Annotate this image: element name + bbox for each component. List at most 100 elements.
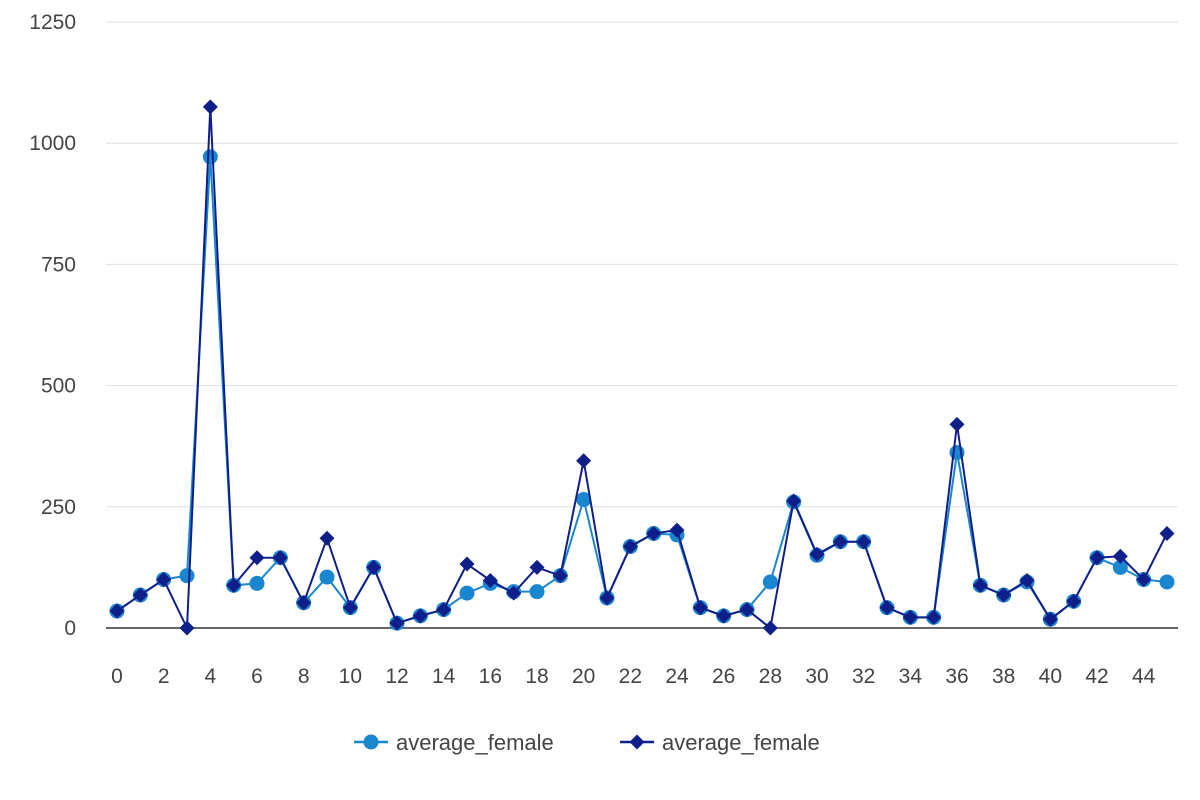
x-tick-label: 44 — [1132, 665, 1156, 688]
x-tick-label: 0 — [111, 665, 123, 688]
x-tick-label: 2 — [158, 665, 170, 688]
data-point — [669, 522, 685, 538]
data-point — [296, 595, 312, 611]
legend-marker — [629, 734, 645, 750]
data-point — [342, 600, 358, 616]
series-2 — [109, 99, 1175, 636]
data-point — [1042, 611, 1058, 627]
data-point — [926, 609, 942, 625]
data-point — [482, 572, 498, 588]
data-point — [1159, 574, 1175, 590]
x-tick-label: 40 — [1039, 665, 1062, 688]
data-point — [692, 600, 708, 616]
y-tick-labels: 0 250 500 750 1000 1250 — [29, 11, 76, 640]
series-group — [109, 99, 1175, 636]
data-point — [809, 546, 825, 562]
data-point — [389, 615, 405, 631]
x-tick-label: 24 — [665, 665, 689, 688]
data-point — [576, 453, 592, 469]
data-point — [576, 492, 592, 508]
data-point — [739, 602, 755, 618]
y-tick-label: 750 — [41, 253, 76, 276]
data-point — [366, 559, 382, 575]
data-point — [996, 587, 1012, 603]
data-point — [832, 534, 848, 550]
data-point — [879, 600, 895, 616]
legend-item[interactable]: average_female — [620, 730, 820, 755]
data-point — [622, 539, 638, 555]
data-point — [1089, 550, 1105, 566]
legend-item[interactable]: average_female — [354, 730, 554, 755]
data-point — [552, 568, 568, 584]
data-point — [156, 572, 172, 588]
data-point — [1019, 572, 1035, 588]
data-point — [412, 608, 428, 624]
grid — [106, 21, 1178, 508]
data-point — [506, 585, 522, 601]
series-line — [116, 105, 1168, 629]
legend-marker — [363, 734, 379, 750]
legend-label: average_female — [396, 730, 554, 755]
x-tick-label: 14 — [432, 665, 456, 688]
x-tick-label: 6 — [251, 665, 263, 688]
data-point — [249, 575, 265, 591]
data-point — [249, 550, 265, 566]
data-point — [319, 569, 335, 585]
data-point — [716, 608, 732, 624]
x-tick-label: 30 — [805, 665, 828, 688]
data-point — [972, 577, 988, 593]
data-point — [1112, 559, 1128, 575]
data-point — [436, 602, 452, 618]
x-tick-label: 12 — [385, 665, 408, 688]
data-point — [856, 534, 872, 550]
data-point — [202, 99, 218, 115]
x-tick-label: 26 — [712, 665, 735, 688]
y-tick-label: 0 — [64, 617, 76, 640]
data-point — [529, 584, 545, 600]
x-tick-label: 4 — [204, 665, 216, 688]
data-point — [109, 603, 125, 619]
x-tick-label: 10 — [339, 665, 362, 688]
data-point — [202, 149, 218, 165]
x-tick-label: 34 — [899, 665, 923, 688]
x-tick-label: 20 — [572, 665, 595, 688]
data-point — [1159, 525, 1175, 541]
data-point — [272, 550, 288, 566]
x-tick-label: 28 — [759, 665, 782, 688]
x-tick-label: 22 — [619, 665, 642, 688]
data-point — [132, 587, 148, 603]
x-tick-labels: 0 2 4 6 8 10 12 14 16 18 20 22 24 26 28 30 32 34 36 38 40 42 4… — [111, 665, 1156, 688]
y-tick-label: 500 — [41, 375, 76, 398]
x-tick-label: 18 — [525, 665, 548, 688]
data-point — [319, 530, 335, 546]
data-point — [226, 577, 242, 593]
x-tick-label: 32 — [852, 665, 875, 688]
data-point — [949, 416, 965, 432]
data-point — [646, 525, 662, 541]
data-point — [1066, 593, 1082, 609]
y-tick-label: 1000 — [29, 132, 76, 155]
data-point — [179, 620, 195, 636]
data-point — [762, 574, 778, 590]
data-point — [902, 609, 918, 625]
data-point — [459, 556, 475, 572]
data-point — [762, 620, 778, 636]
data-point — [786, 493, 802, 509]
x-tick-label: 16 — [479, 665, 502, 688]
data-point — [529, 559, 545, 575]
x-tick-label: 42 — [1085, 665, 1108, 688]
x-tick-label: 38 — [992, 665, 1015, 688]
y-tick-label: 1250 — [29, 11, 76, 34]
data-point — [459, 585, 475, 601]
x-tick-label: 8 — [298, 665, 310, 688]
legend-label: average_female — [662, 730, 820, 755]
data-point — [1112, 548, 1128, 564]
y-tick-label: 250 — [41, 496, 76, 519]
data-point — [1136, 572, 1152, 588]
data-point — [179, 568, 195, 584]
x-tick-label: 36 — [945, 665, 968, 688]
data-point — [599, 590, 615, 606]
legend: average_female average_female — [354, 730, 820, 755]
